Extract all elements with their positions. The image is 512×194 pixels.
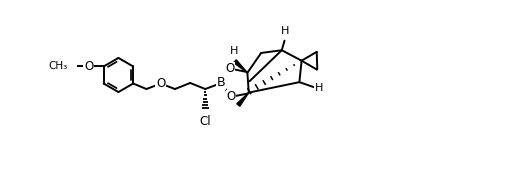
Text: H: H — [314, 83, 323, 94]
Polygon shape — [233, 60, 247, 73]
Text: CH₃: CH₃ — [49, 61, 68, 71]
Text: O: O — [226, 90, 236, 103]
Text: B: B — [217, 76, 226, 89]
Text: H: H — [229, 46, 238, 56]
Text: Cl: Cl — [200, 115, 211, 128]
Text: O: O — [225, 62, 234, 75]
Text: O: O — [84, 60, 93, 73]
Text: O: O — [156, 77, 165, 90]
Text: H: H — [281, 26, 289, 36]
Polygon shape — [237, 93, 249, 106]
